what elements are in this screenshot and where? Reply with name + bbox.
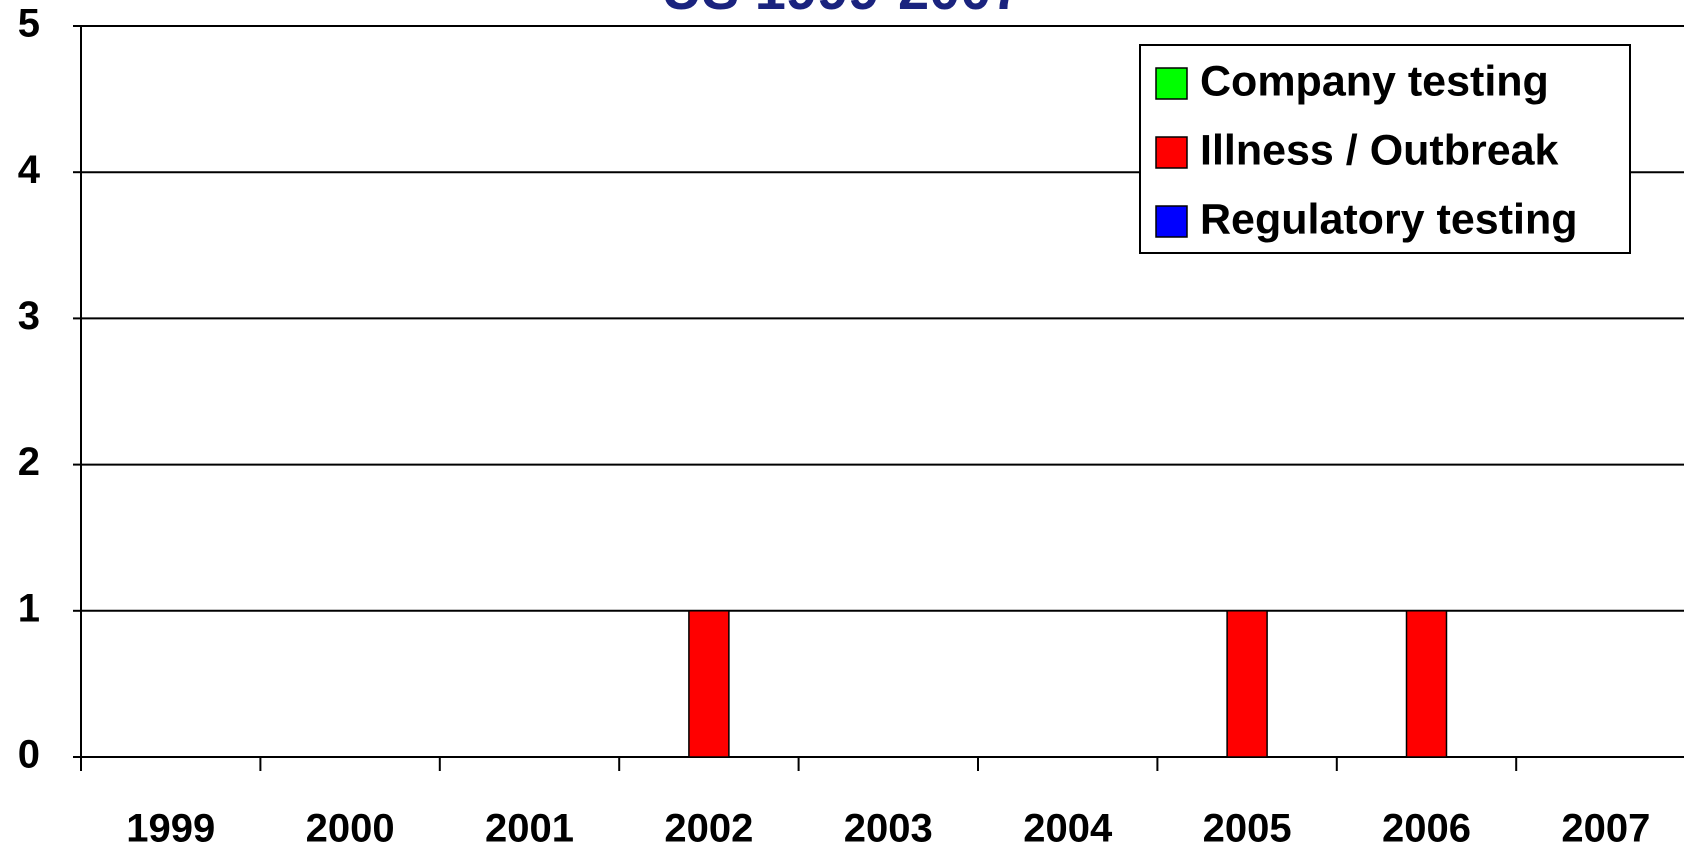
x-tick-label: 2007 (1561, 807, 1650, 851)
legend-swatch (1155, 67, 1188, 100)
y-tick-label: 0 (18, 733, 40, 777)
bar (1226, 610, 1268, 758)
x-tick-label: 2000 (306, 807, 395, 851)
bar (688, 610, 730, 758)
y-tick-label: 3 (18, 294, 40, 338)
x-tick-label: 2002 (664, 807, 753, 851)
y-tick-label: 1 (18, 586, 40, 630)
x-tick-label: 2005 (1203, 807, 1292, 851)
legend (1139, 44, 1631, 254)
legend-swatch (1155, 136, 1188, 169)
legend-label: Company testing (1200, 57, 1549, 105)
chart-title: US 1999-2007 (661, 0, 1022, 21)
bar (1405, 610, 1448, 758)
x-tick-label: 1999 (126, 807, 215, 851)
x-tick-label: 2003 (844, 807, 933, 851)
legend-swatch (1155, 205, 1188, 238)
y-tick-label: 2 (18, 440, 40, 484)
y-tick-label: 4 (18, 148, 41, 192)
x-tick-label: 2001 (485, 807, 574, 851)
legend-label: Illness / Outbreak (1200, 126, 1559, 174)
x-tick-label: 2006 (1382, 807, 1471, 851)
y-tick-label: 5 (18, 2, 40, 46)
x-tick-label: 2004 (1023, 807, 1113, 851)
legend-label: Regulatory testing (1200, 195, 1578, 243)
